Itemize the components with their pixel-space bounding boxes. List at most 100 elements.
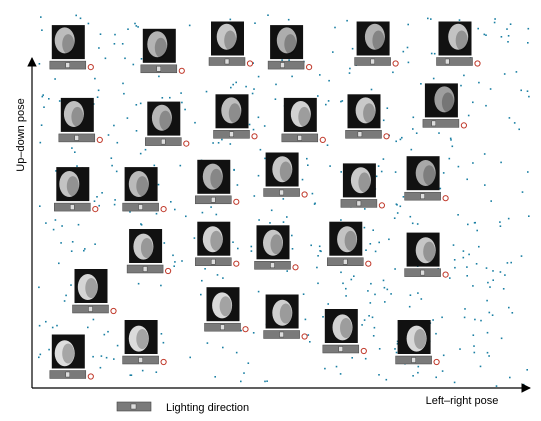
- face-thumbnail: [49, 25, 94, 71]
- embedding-point: [502, 288, 505, 290]
- embedding-point: [319, 74, 321, 76]
- face-shadow: [66, 176, 79, 197]
- embedding-point: [439, 187, 442, 190]
- embedding-point: [250, 245, 253, 248]
- embedding-point: [392, 71, 394, 74]
- embedding-point: [412, 128, 414, 130]
- embedding-point: [435, 332, 437, 335]
- embedding-point: [139, 102, 142, 105]
- embedding-point: [134, 22, 136, 25]
- embedding-point: [363, 226, 366, 229]
- embedding-point: [254, 22, 256, 24]
- embedding-point: [485, 104, 487, 107]
- embedding-point: [48, 348, 50, 351]
- embedding-point: [63, 300, 66, 302]
- face-thumbnail: [267, 25, 313, 71]
- embedding-marker: [301, 191, 308, 198]
- embedding-point: [253, 195, 256, 197]
- face-thumbnail: [213, 94, 258, 140]
- face-shadow: [210, 168, 223, 189]
- embedding-point: [141, 369, 144, 372]
- embedding-point: [508, 306, 510, 309]
- embedding-point: [370, 88, 373, 91]
- embedding-point: [172, 254, 174, 257]
- embedding-point: [245, 85, 247, 88]
- embedding-point: [135, 104, 138, 106]
- embedding-point: [507, 217, 510, 220]
- embedding-point: [318, 245, 321, 248]
- embedding-point: [155, 371, 158, 373]
- embedding-point: [412, 375, 414, 377]
- embedding-point: [345, 295, 347, 297]
- embedding-point: [350, 278, 353, 281]
- face-shadow: [372, 30, 385, 51]
- embedding-point: [463, 74, 465, 77]
- face-shape: [337, 226, 358, 253]
- face-shape: [133, 233, 154, 260]
- embedding-point: [163, 242, 166, 244]
- embedding-point: [180, 92, 182, 94]
- face-shadow: [358, 172, 371, 193]
- embedding-point: [319, 250, 321, 252]
- lighting-slider-knob: [138, 204, 143, 210]
- embedding-point: [155, 212, 158, 215]
- embedding-point: [384, 301, 386, 303]
- embedding-point: [253, 88, 255, 90]
- embedding-point: [495, 385, 498, 387]
- face-shadow: [441, 92, 454, 113]
- embedding-point: [116, 344, 119, 347]
- embedding-point: [179, 164, 182, 167]
- lighting-slider-knob: [161, 138, 166, 145]
- embedding-point: [504, 274, 506, 276]
- face-thumbnail: [254, 225, 299, 271]
- embedding-point: [158, 75, 160, 78]
- embedding-marker: [383, 133, 390, 140]
- embedding-point: [237, 247, 239, 250]
- embedding-point: [97, 89, 100, 92]
- embedding-point: [361, 324, 363, 326]
- legend-label: Lighting direction: [166, 402, 249, 414]
- embedding-point: [449, 277, 451, 279]
- y-axis-label: Up–down pose: [15, 98, 27, 171]
- embedding-point: [40, 124, 43, 126]
- embedding-point: [449, 137, 452, 140]
- embedding-point: [248, 123, 251, 126]
- embedding-point: [508, 117, 511, 119]
- embedding-point: [257, 290, 260, 293]
- embedding-point: [194, 121, 196, 124]
- embedding-point: [39, 353, 42, 356]
- embedding-point: [291, 75, 293, 78]
- embedding-point: [282, 221, 285, 223]
- embedding-point: [407, 61, 410, 64]
- embedding-point: [38, 324, 41, 327]
- embedding-point: [513, 122, 516, 124]
- face-shadow: [224, 30, 237, 51]
- embedding-point: [107, 134, 110, 136]
- face-shape: [54, 340, 75, 367]
- face-shadow: [71, 106, 84, 127]
- lighting-slider-knob: [343, 258, 348, 265]
- embedding-point: [420, 83, 422, 85]
- embedding-point: [488, 355, 490, 357]
- embedding-point: [116, 141, 119, 144]
- embedding-marker: [110, 307, 117, 315]
- embedding-point: [364, 357, 367, 360]
- embedding-marker: [87, 64, 94, 71]
- embedding-point: [174, 208, 176, 211]
- embedding-point: [222, 277, 224, 279]
- lighting-slider-knob: [411, 357, 416, 363]
- embedding-point: [54, 78, 56, 80]
- embedding-point: [94, 243, 96, 245]
- embedding-point: [240, 380, 242, 383]
- embedding-point: [98, 204, 100, 207]
- embedding-point: [132, 63, 135, 66]
- embedding-point: [335, 365, 338, 368]
- face-shadow: [270, 234, 283, 255]
- embedding-point: [395, 140, 397, 143]
- embedding-point: [137, 282, 140, 285]
- embedding-point: [267, 14, 269, 16]
- lighting-slider-knob: [297, 135, 302, 141]
- face-thumbnail: [404, 232, 449, 278]
- embedding-point: [113, 203, 116, 206]
- embedding-point: [386, 288, 389, 291]
